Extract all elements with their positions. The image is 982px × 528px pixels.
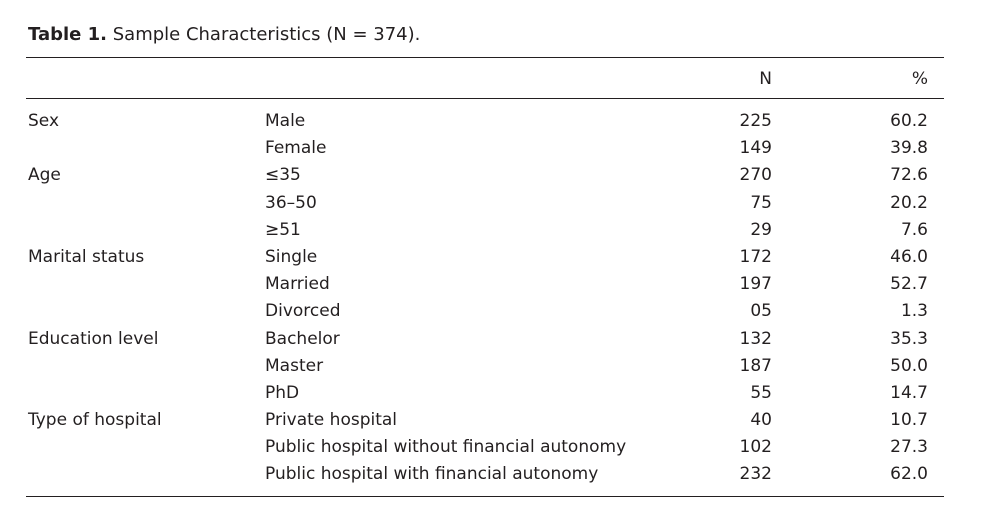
table-row: PhD 55 14.7 — [0, 380, 982, 407]
row-percent: 35.3 — [890, 328, 928, 349]
table-body: Sex Male 225 60.2 Female 149 39.8 Age ≤35 270 72.6… — [0, 108, 982, 489]
table-caption: Table 1. Sample Characteristics (N = 374… — [28, 24, 420, 45]
row-n: 132 — [739, 328, 772, 349]
row-percent: 52.7 — [890, 274, 928, 295]
row-subcategory: ≤35 — [265, 165, 301, 186]
row-n: 270 — [739, 165, 772, 186]
row-percent: 60.2 — [890, 111, 928, 131]
row-subcategory: PhD — [265, 382, 300, 403]
row-percent: 46.0 — [890, 246, 928, 267]
row-n: 232 — [739, 464, 772, 485]
row-percent: 20.2 — [890, 192, 928, 213]
row-percent: 62.0 — [890, 464, 928, 485]
row-subcategory: Private hospital — [265, 410, 398, 431]
table-bottom-rule — [26, 496, 944, 497]
row-n: 172 — [739, 246, 772, 267]
header-n: N — [759, 69, 772, 89]
table-row: Public hospital with financial autonomy 2… — [0, 461, 982, 488]
row-percent: 7.6 — [900, 219, 928, 240]
row-subcategory: Public hospital without financial autono… — [265, 437, 627, 458]
row-subcategory: Public hospital with financial autonomy — [265, 464, 599, 485]
table-row: Divorced 05 1.3 — [0, 298, 982, 325]
row-n: 197 — [739, 274, 772, 295]
table-header: N % — [0, 66, 982, 94]
table-row: Married 197 52.7 — [0, 271, 982, 298]
row-category: Marital status — [28, 246, 145, 267]
row-category: Sex — [28, 111, 60, 131]
row-subcategory: Married — [265, 274, 330, 295]
row-n: 29 — [750, 219, 772, 240]
row-subcategory: 36–50 — [265, 192, 317, 213]
row-percent: 50.0 — [890, 355, 928, 376]
row-n: 187 — [739, 355, 772, 376]
table-row: Education level Bachelor 132 35.3 — [0, 326, 982, 353]
row-percent: 39.8 — [890, 138, 928, 159]
row-percent: 10.7 — [890, 410, 928, 431]
table-row: Marital status Single 172 46.0 — [0, 244, 982, 271]
table-row: Master 187 50.0 — [0, 353, 982, 380]
table-row: Age ≤35 270 72.6 — [0, 162, 982, 189]
row-percent: 72.6 — [890, 165, 928, 186]
row-n: 149 — [739, 138, 772, 159]
row-n: 75 — [750, 192, 772, 213]
row-percent: 14.7 — [890, 382, 928, 403]
row-subcategory: Divorced — [265, 301, 341, 322]
row-percent: 1.3 — [900, 301, 928, 322]
row-n: 55 — [750, 382, 772, 403]
row-n: 05 — [750, 301, 772, 322]
row-category: Age — [28, 165, 61, 186]
table-row: Female 149 39.8 — [0, 135, 982, 162]
table-top-rule — [26, 57, 944, 58]
table-row: Public hospital without financial autono… — [0, 434, 982, 461]
table-row: Type of hospital Private hospital 40 10.7 — [0, 407, 982, 434]
row-subcategory: Single — [265, 246, 318, 267]
row-category: Education level — [28, 328, 159, 349]
row-subcategory: Master — [265, 355, 324, 376]
row-n: 102 — [739, 437, 772, 458]
table-row: ≥51 29 7.6 — [0, 217, 982, 244]
row-subcategory: Male — [265, 111, 306, 131]
row-n: 225 — [739, 111, 772, 131]
table-header-rule — [26, 98, 944, 99]
row-percent: 27.3 — [890, 437, 928, 458]
table-row: 36–50 75 20.2 — [0, 190, 982, 217]
row-category: Type of hospital — [28, 410, 162, 431]
header-percent: % — [911, 69, 928, 89]
row-n: 40 — [750, 410, 772, 431]
row-subcategory: Female — [265, 138, 327, 159]
row-subcategory: ≥51 — [265, 219, 301, 240]
table-number: Table 1. — [28, 24, 107, 45]
table-row: Sex Male 225 60.2 — [0, 108, 982, 135]
table-title: Sample Characteristics (N = 374). — [112, 24, 421, 45]
row-subcategory: Bachelor — [265, 328, 340, 349]
